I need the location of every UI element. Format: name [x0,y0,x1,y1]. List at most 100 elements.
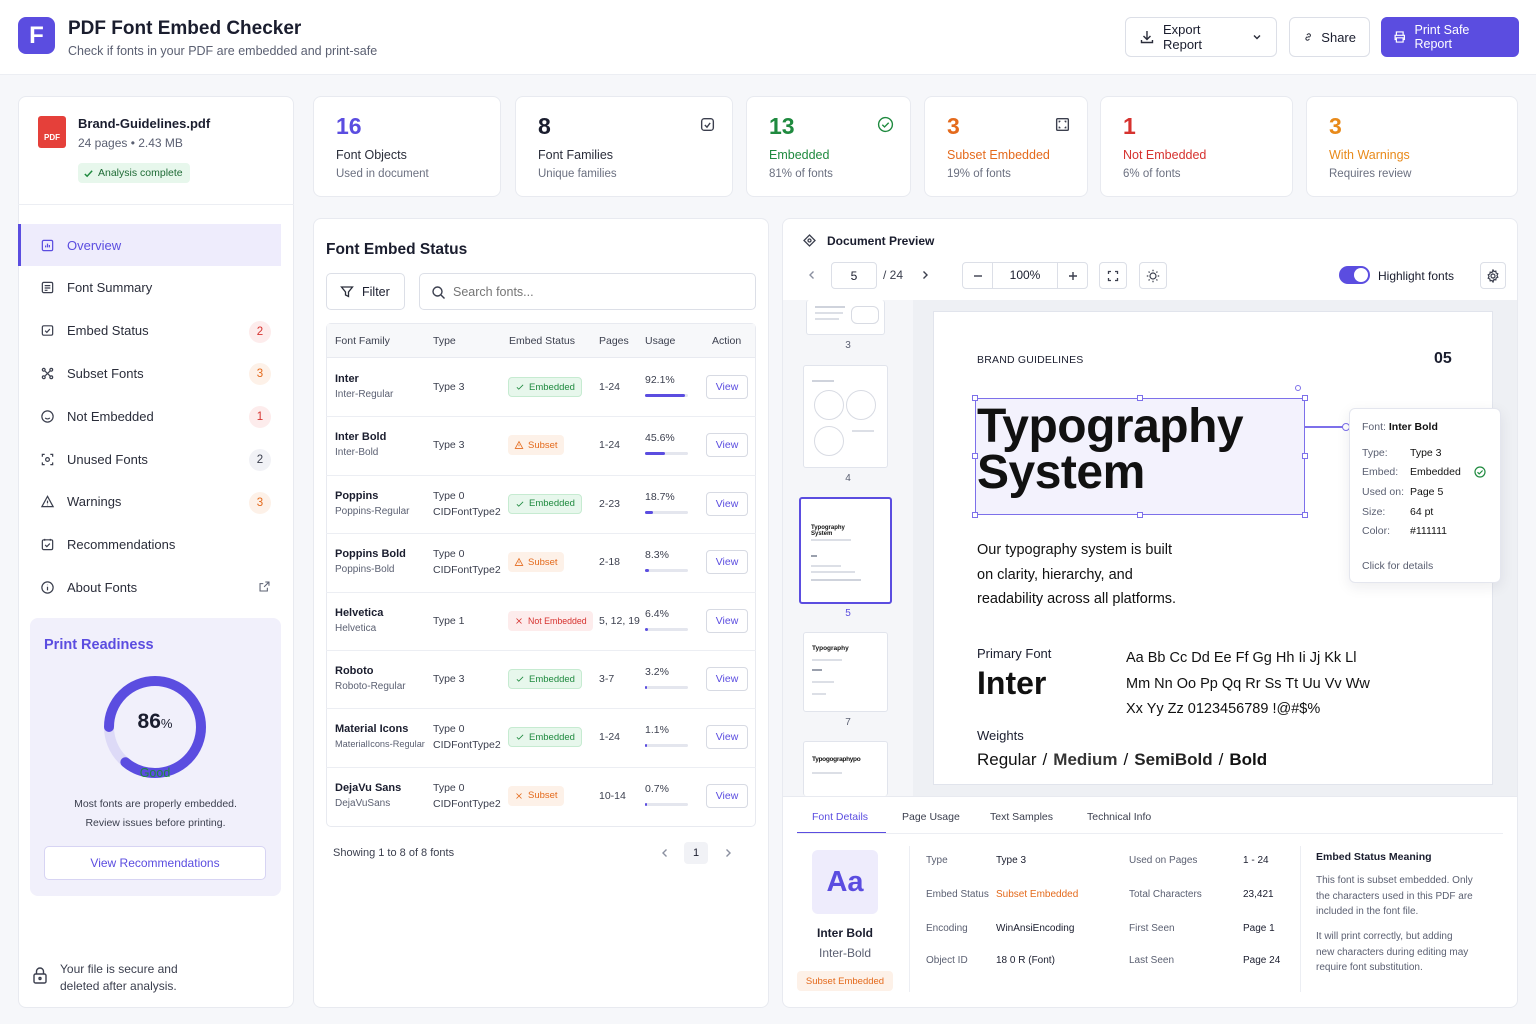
thumbnail-heading-text: Typography System [811,525,845,537]
view-font-button[interactable]: View [706,433,748,458]
sidebar-item-recommendations[interactable]: Recommendations [18,524,281,566]
detail-value: 23,421 [1243,889,1274,900]
column-header[interactable]: Pages [599,335,629,347]
preview-settings-button[interactable] [1480,262,1506,289]
search-input[interactable] [453,280,743,304]
thumbnail-page-7[interactable]: Typography [803,632,888,712]
brightness-button[interactable] [1139,262,1167,289]
thumbnail-page-4[interactable] [803,365,888,468]
thumbnail-page-5[interactable]: Typography System [799,497,892,604]
font-subtype: CIDFontType2 [433,505,501,518]
sidebar-item-unused-fonts[interactable]: Unused Fonts 2 [18,438,281,480]
filter-button[interactable]: Filter [326,273,405,310]
stat-label: Not Embedded [1123,148,1207,162]
page-number-input[interactable]: 5 [831,262,877,289]
view-font-button[interactable]: View [706,725,748,750]
stat-sublabel: Unique families [538,168,617,180]
zoom-out-button[interactable] [963,263,993,288]
tooltip-type-label: Type: [1362,447,1388,459]
tab-font-details[interactable]: Font Details [812,811,869,823]
filter-label: Filter [362,284,390,299]
overview-icon [41,239,54,251]
embed-status-label: Subset [528,790,558,802]
view-font-button[interactable]: View [706,667,748,691]
plus-icon [1068,271,1077,280]
detail-value: Subset Embedded [996,889,1079,900]
sidebar-item-warnings[interactable]: Warnings 3 [18,481,281,523]
sidebar-item-label: Recommendations [67,537,176,553]
sidebar-item-font-summary[interactable]: Font Summary [18,267,281,309]
font-subtype: CIDFontType2 [433,739,501,752]
font-usage-percent: 45.6% [645,432,675,445]
tab-technical-info[interactable]: Technical Info [1087,811,1152,823]
resize-handle[interactable] [972,512,978,518]
row-divider [326,766,756,768]
resize-handle[interactable] [1302,395,1308,401]
page-number-button[interactable]: 1 [684,842,708,864]
layers-icon [803,234,816,247]
column-header[interactable]: Font Family [335,335,390,347]
prev-document-page-icon[interactable] [806,269,818,281]
detail-key: Embed Status [926,889,989,900]
view-font-button[interactable]: View [706,491,748,516]
doc-header: BRAND GUIDELINES [977,354,1084,366]
tab-text-samples[interactable]: Text Samples [990,811,1054,823]
tooltip-used-value: Page 5 [1410,486,1444,498]
sidebar-item-not-embedded[interactable]: Not Embedded 1 [18,395,281,437]
detail-key: First Seen [1129,923,1175,934]
usage-bar-fill [645,627,648,631]
print-safe-report-button[interactable]: Print Safe Report [1381,17,1519,57]
sidebar-item-overview[interactable]: Overview [18,224,281,266]
embed-status-label: Subset [528,556,558,568]
tooltip-details-link[interactable]: Click for details [1362,560,1434,572]
fit-screen-button[interactable] [1099,262,1127,289]
column-header[interactable]: Embed Status [509,335,575,347]
app-title: PDF Font Embed Checker [68,18,302,39]
tab-page-usage[interactable]: Page Usage [902,811,960,823]
stat-card: 1 Not Embedded 6% of fonts [1100,96,1293,197]
usage-bar [645,744,688,748]
readiness-note-2: Review issues before printing. [85,817,226,829]
stat-sublabel: 81% of fonts [769,168,833,180]
resize-handle[interactable] [972,453,978,459]
export-report-button[interactable]: Export Report [1125,17,1277,57]
font-family-name: Roboto [335,665,374,677]
details-divider [783,796,1517,797]
resize-handle[interactable] [1137,395,1143,401]
share-button[interactable]: Share [1289,17,1370,57]
resize-handle[interactable] [1302,512,1308,518]
resize-handle[interactable] [1302,453,1308,459]
view-font-button[interactable]: View [706,375,748,399]
stat-number: 3 [947,113,960,139]
rotate-handle[interactable] [1295,385,1301,391]
view-font-button[interactable]: View [706,783,748,808]
page-total: / 24 [883,268,904,282]
download-icon [1140,31,1154,44]
tooltip-color-value: #111111 [1410,525,1447,537]
font-family-name: Poppins Bold [335,548,406,561]
resize-handle[interactable] [1137,512,1143,518]
sidebar-item-subset-fonts[interactable]: Subset Fonts 3 [18,352,281,394]
next-page-icon[interactable] [722,847,734,859]
zoom-in-button[interactable] [1057,263,1087,288]
printer-icon [1394,31,1405,43]
next-document-page-icon[interactable] [919,269,931,281]
view-recommendations-button[interactable]: View Recommendations [44,846,266,880]
column-header[interactable]: Usage [645,335,676,347]
embed-meaning-p1: This font is subset embedded. Only the ch… [1316,875,1473,917]
thumbnail-page-8[interactable]: Typogographypo [803,741,888,796]
thumbnail-page-3[interactable] [806,300,885,335]
view-font-button[interactable]: View [706,608,748,633]
alphabet-line3: Xx Yy Zz 0123456789 !@#$% [1126,701,1321,717]
readiness-note-1: Most fonts are properly embedded. [74,798,237,810]
sidebar-item-about-fonts[interactable]: About Fonts [18,566,281,608]
view-font-button[interactable]: View [706,550,748,575]
prev-page-icon[interactable] [659,847,671,859]
sidebar-item-embed-status[interactable]: Embed Status 2 [18,310,281,352]
column-header[interactable]: Action [712,335,742,347]
highlight-fonts-toggle[interactable] [1339,266,1370,284]
tooltip-connector [1305,426,1345,428]
check-icon [516,384,524,390]
resize-handle[interactable] [972,395,978,401]
column-header[interactable]: Type [433,335,456,347]
